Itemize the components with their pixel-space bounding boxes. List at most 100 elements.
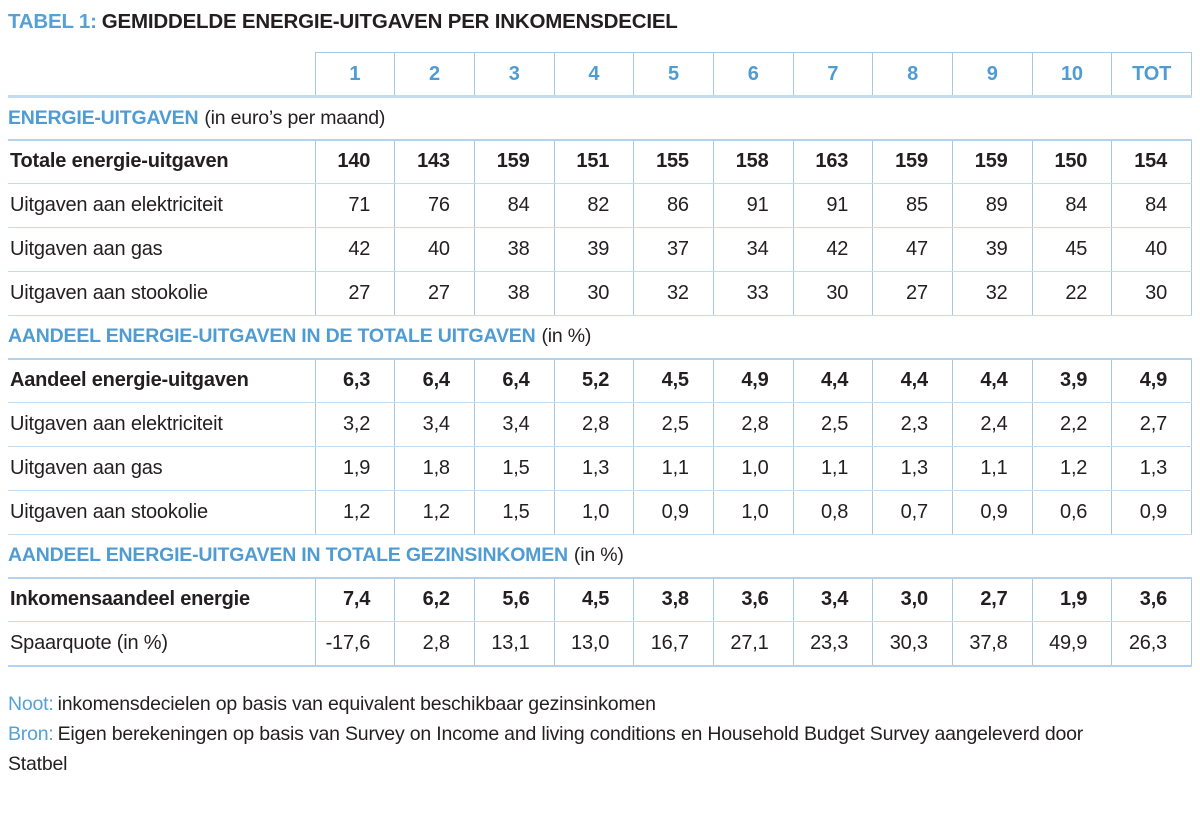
row-label: Uitgaven aan elektriciteit: [8, 183, 315, 228]
value-cell: -17,6: [314, 621, 395, 667]
table-row: Uitgaven aan stookolie 27 27 38 30 32 33 30 27 32…: [8, 271, 1192, 316]
value-cell: 1,2: [394, 490, 475, 535]
value-cell: 39: [951, 227, 1033, 272]
column-header-cell-8: 8: [872, 52, 953, 98]
column-header-cell-tot: TOT: [1111, 52, 1192, 98]
value-cell: 3,4: [792, 577, 873, 622]
value-cell: 150: [1031, 139, 1112, 184]
note-bron: Bron: Eigen berekeningen op basis van Sur…: [8, 719, 1108, 779]
section-heading: AANDEEL ENERGIE-UITGAVEN IN TOTALE GEZIN…: [8, 534, 1192, 579]
value-cell: 40: [394, 227, 475, 272]
value-cell: 6,4: [473, 358, 555, 403]
value-cell: 2,2: [1031, 402, 1112, 447]
value-cell: 13,1: [473, 621, 555, 667]
value-cell: 91: [712, 183, 794, 228]
row-label: Totale energie-uitgaven: [8, 139, 315, 184]
value-cell: 16,7: [633, 621, 714, 667]
note-noot-label: Noot:: [8, 692, 54, 715]
value-cell: 82: [553, 183, 634, 228]
column-header-row: 1 2 3 4 5 6 7 8 9 10 TOT: [8, 52, 1192, 98]
note-noot: Noot: inkomensdecielen op basis van equiv…: [8, 689, 1108, 719]
value-cell: 1,0: [553, 490, 634, 535]
value-cell: 4,9: [1111, 358, 1192, 403]
section-heading-suffix: (in %): [541, 325, 592, 348]
value-cell: 4,4: [792, 358, 873, 403]
value-cell: 3,0: [872, 577, 953, 622]
value-cell: 6,2: [394, 577, 475, 622]
table-title-text: GEMIDDELDE ENERGIE-UITGAVEN PER INKOMENS…: [101, 10, 678, 33]
value-cell: 30: [1111, 271, 1192, 316]
column-header-cell-10: 10: [1031, 52, 1113, 98]
value-cell: 0,7: [872, 490, 953, 535]
value-cell: 49,9: [1031, 621, 1112, 667]
table-row: Uitgaven aan elektriciteit 3,2 3,4 3,4 2,8 2,…: [8, 402, 1192, 447]
row-label: Spaarquote (in %): [8, 621, 315, 667]
value-cell: 71: [314, 183, 395, 228]
value-cell: 3,4: [473, 402, 555, 447]
value-cell: 2,8: [553, 402, 634, 447]
note-bron-text: Eigen berekeningen op basis van Survey o…: [8, 722, 1084, 775]
value-cell: 39: [553, 227, 634, 272]
value-cell: 2,8: [712, 402, 794, 447]
value-cell: 37: [633, 227, 714, 272]
value-cell: 30: [792, 271, 873, 316]
row-label: Aandeel energie-uitgaven: [8, 358, 315, 403]
value-cell: 1,0: [712, 446, 794, 491]
value-cell: 2,8: [394, 621, 475, 667]
value-cell: 85: [872, 183, 953, 228]
value-cell: 2,7: [1111, 402, 1192, 447]
section-heading-accent: AANDEEL ENERGIE-UITGAVEN IN DE TOTALE UI…: [8, 325, 536, 348]
table-row: Uitgaven aan elektriciteit 71 76 84 82 86 91 91…: [8, 183, 1192, 228]
value-cell: 1,1: [951, 446, 1033, 491]
column-header-cell-4: 4: [553, 52, 635, 98]
value-cell: 84: [1031, 183, 1112, 228]
value-cell: 27: [394, 271, 475, 316]
value-cell: 4,5: [633, 358, 714, 403]
value-cell: 3,9: [1031, 358, 1112, 403]
value-cell: 1,3: [872, 446, 953, 491]
value-cell: 32: [633, 271, 714, 316]
table-row: Aandeel energie-uitgaven 6,3 6,4 6,4 5,2 4,5 4…: [8, 358, 1192, 403]
column-header-cell-5: 5: [633, 52, 714, 98]
row-label: Uitgaven aan gas: [8, 227, 315, 272]
value-cell: 86: [633, 183, 714, 228]
value-cell: 27,1: [712, 621, 794, 667]
section-header-row: AANDEEL ENERGIE-UITGAVEN IN DE TOTALE UI…: [8, 315, 1192, 360]
value-cell: 89: [951, 183, 1033, 228]
value-cell: 47: [872, 227, 953, 272]
value-cell: 159: [473, 139, 555, 184]
value-cell: 26,3: [1111, 621, 1192, 667]
row-label: Uitgaven aan stookolie: [8, 271, 315, 316]
value-cell: 33: [712, 271, 794, 316]
column-header-cell-1: 1: [314, 52, 396, 98]
corner-spacer: [8, 52, 315, 98]
table-title: TABEL 1: GEMIDDELDE ENERGIE-UITGAVEN PER …: [8, 10, 1192, 34]
value-cell: 0,6: [1031, 490, 1112, 535]
value-cell: 23,3: [792, 621, 873, 667]
table-row: Uitgaven aan stookolie 1,2 1,2 1,5 1,0 0,9 1,0…: [8, 490, 1192, 535]
value-cell: 2,3: [872, 402, 953, 447]
value-cell: 32: [951, 271, 1033, 316]
value-cell: 40: [1111, 227, 1192, 272]
value-cell: 0,9: [633, 490, 714, 535]
value-cell: 3,4: [394, 402, 475, 447]
value-cell: 0,9: [1111, 490, 1192, 535]
value-cell: 1,3: [1111, 446, 1192, 491]
value-cell: 1,5: [473, 490, 555, 535]
section-header-row: AANDEEL ENERGIE-UITGAVEN IN TOTALE GEZIN…: [8, 534, 1192, 579]
value-cell: 30,3: [872, 621, 953, 667]
value-cell: 3,6: [712, 577, 794, 622]
value-cell: 163: [792, 139, 873, 184]
value-cell: 27: [872, 271, 953, 316]
value-cell: 151: [553, 139, 634, 184]
value-cell: 1,5: [473, 446, 555, 491]
note-bron-label: Bron:: [8, 722, 54, 745]
value-cell: 5,2: [553, 358, 634, 403]
value-cell: 2,4: [951, 402, 1033, 447]
value-cell: 1,0: [712, 490, 794, 535]
value-cell: 0,8: [792, 490, 873, 535]
section-heading-accent: ENERGIE-UITGAVEN: [8, 106, 199, 129]
value-cell: 3,2: [314, 402, 395, 447]
section-heading: ENERGIE-UITGAVEN (in euro’s per maand): [8, 96, 1192, 141]
value-cell: 4,9: [712, 358, 794, 403]
